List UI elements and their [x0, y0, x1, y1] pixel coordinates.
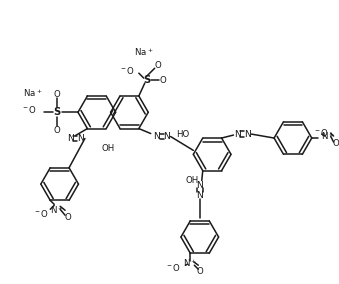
Text: S: S: [54, 107, 61, 117]
Text: $^-$O: $^-$O: [21, 104, 37, 115]
Text: O: O: [154, 61, 161, 70]
Text: Na$^+$: Na$^+$: [23, 87, 42, 99]
Text: $^-$O: $^-$O: [313, 127, 329, 137]
Text: N: N: [163, 132, 170, 141]
Text: O: O: [159, 76, 166, 85]
Text: $^-$O: $^-$O: [119, 65, 135, 76]
Text: OH: OH: [102, 144, 115, 153]
Text: N: N: [244, 130, 251, 139]
Text: O: O: [65, 213, 72, 222]
Text: N: N: [196, 181, 203, 190]
Text: $^-$O: $^-$O: [33, 208, 49, 219]
Text: S: S: [143, 75, 151, 85]
Text: N$^+$: N$^+$: [321, 130, 335, 142]
Text: O: O: [332, 139, 339, 149]
Text: N: N: [196, 191, 203, 200]
Text: N: N: [153, 132, 160, 141]
Text: O: O: [54, 90, 61, 99]
Text: N: N: [234, 130, 241, 139]
Text: O: O: [197, 267, 204, 276]
Text: N: N: [78, 134, 84, 143]
Text: Na$^+$: Na$^+$: [134, 47, 154, 58]
Text: N$^+$: N$^+$: [50, 204, 64, 216]
Text: N$^+$: N$^+$: [183, 257, 197, 269]
Text: OH: OH: [185, 176, 199, 185]
Text: HO: HO: [176, 130, 189, 139]
Text: $^-$O: $^-$O: [165, 262, 181, 273]
Text: O: O: [54, 126, 61, 135]
Text: N: N: [67, 134, 74, 143]
